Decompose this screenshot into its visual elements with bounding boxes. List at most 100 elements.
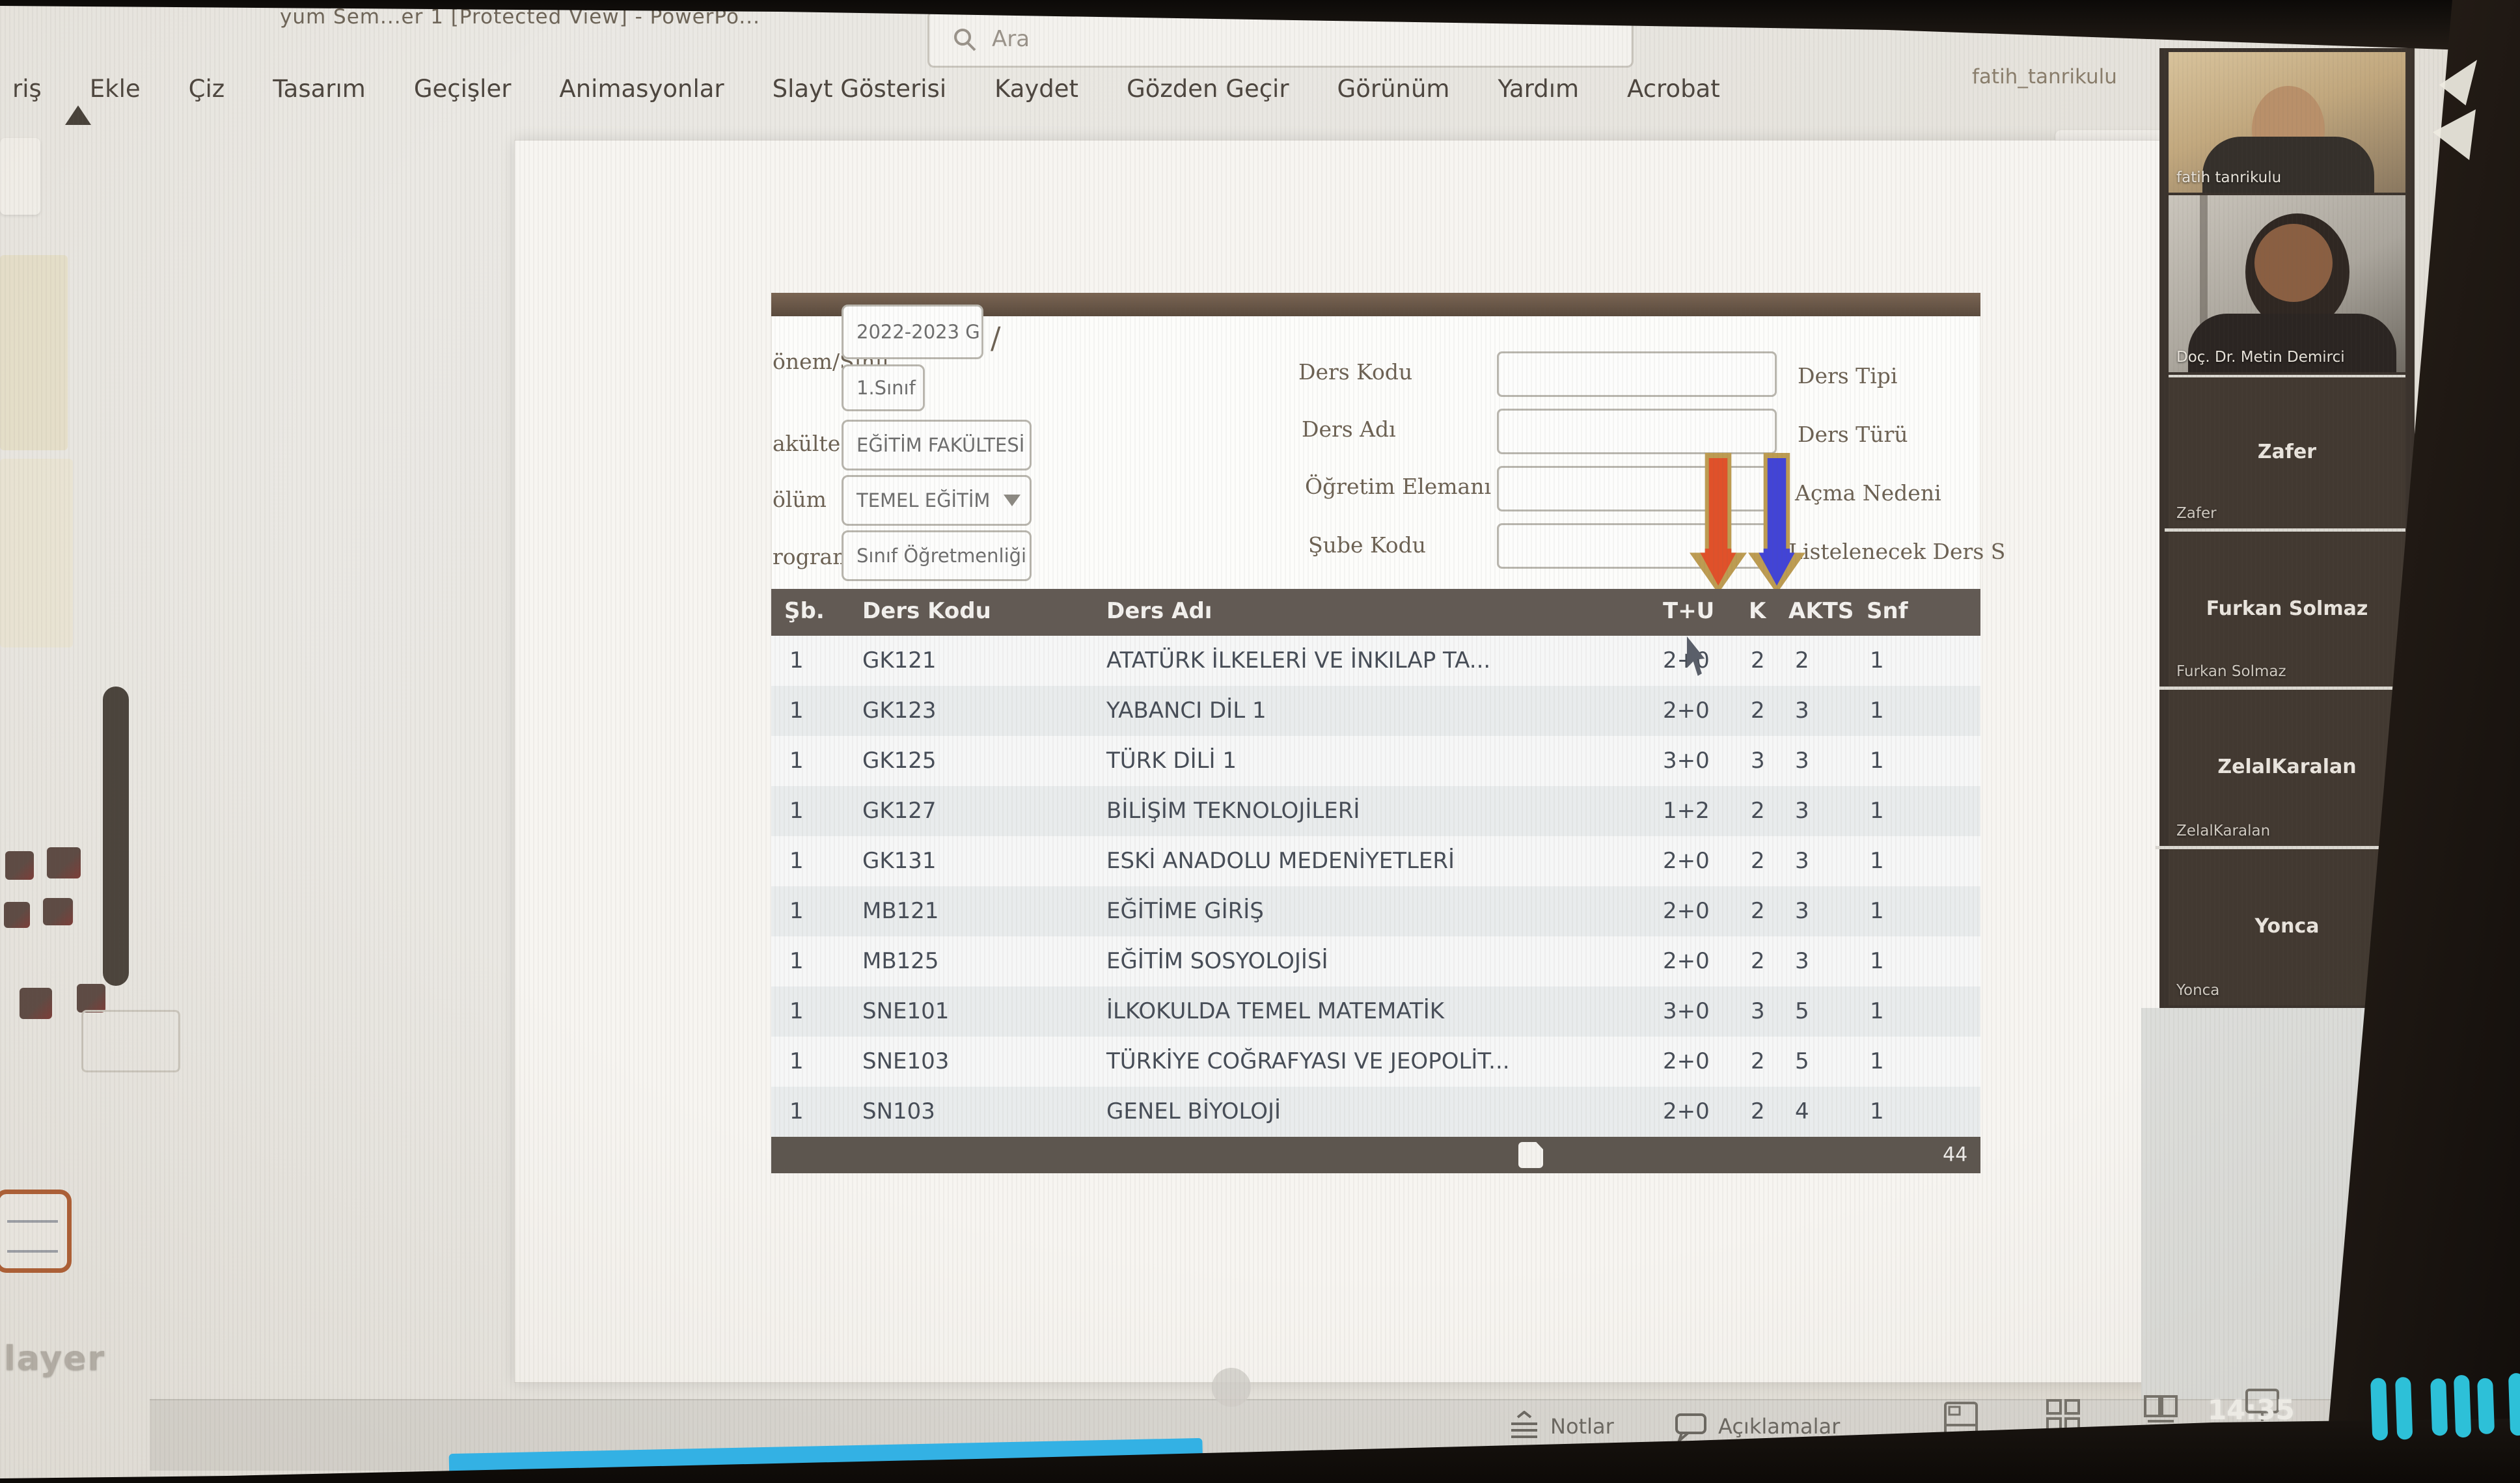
- faculty-label: akülte: [773, 431, 841, 456]
- col-akts: AKTS: [1788, 598, 1854, 624]
- course-kind-label: Ders Türü: [1798, 422, 1908, 447]
- tab-gorunum[interactable]: Görünüm: [1337, 74, 1450, 103]
- table-footer-bar: 44: [771, 1137, 1980, 1173]
- export-icon[interactable]: [1518, 1142, 1543, 1168]
- table-row[interactable]: 1 GK123 YABANCI DİL 1 2+0 2 3 1: [771, 686, 1980, 736]
- tab-kaydet[interactable]: Kaydet: [994, 74, 1079, 103]
- participant-name: Furkan Solmaz: [2206, 597, 2368, 620]
- department-dropdown[interactable]: TEMEL EĞİTİM: [842, 475, 1032, 526]
- participant-name-label: fatih tanrikulu: [2176, 169, 2282, 186]
- thumbnail-icon: [43, 898, 73, 925]
- chevron-down-icon: [1031, 439, 1032, 451]
- ribbon-collapse-icon[interactable]: [65, 105, 91, 125]
- reflection-dot: [1212, 1368, 1251, 1407]
- thumbnail-icon: [77, 984, 105, 1013]
- table-row[interactable]: 1 GK127 BİLİŞİM TEKNOLOJİLERİ 1+2 2 3 1: [771, 786, 1980, 836]
- participant-name-label: Yonca: [2176, 982, 2220, 999]
- tab-yardim[interactable]: Yardım: [1498, 74, 1580, 103]
- table-row[interactable]: 1 MB121 EĞİTİME GİRİŞ 2+0 2 3 1: [771, 886, 1980, 936]
- slide-thumbnail[interactable]: [0, 138, 40, 215]
- participant-tile-furkan[interactable]: Furkan Solmaz Furkan Solmaz: [2169, 532, 2405, 687]
- record-count: 44: [1943, 1143, 1968, 1166]
- tab-giris[interactable]: riş: [12, 74, 42, 103]
- selected-slide-thumbnail[interactable]: [0, 1190, 72, 1273]
- term-dropdown[interactable]: 2022-2023 Güz: [842, 305, 983, 359]
- course-name-input[interactable]: [1497, 409, 1777, 454]
- table-row[interactable]: 1 SN103 GENEL BİYOLOJİ 2+0 2 4 1: [771, 1087, 1980, 1137]
- search-icon: [954, 29, 976, 51]
- table-row[interactable]: 1 SNE101 İLKOKULDA TEMEL MATEMATİK 3+0 3 5 1: [771, 986, 1980, 1037]
- participant-name-label: Furkan Solmaz: [2176, 663, 2286, 680]
- faculty-dropdown[interactable]: EĞİTİM FAKÜLTESİ: [842, 420, 1032, 470]
- tile-divider: [2165, 528, 2405, 532]
- thumbnail-icon: [47, 847, 81, 878]
- table-row[interactable]: 1 GK125 TÜRK DİLİ 1 3+0 3 3 1: [771, 736, 1980, 786]
- section-code-label: Şube Kodu: [1308, 532, 1427, 558]
- table-header-row: Şb. Ders Kodu Ders Adı T+U K AKTS Snf: [771, 589, 1980, 636]
- col-k: K: [1749, 598, 1766, 624]
- col-tu: T+U: [1663, 598, 1715, 624]
- course-code-input[interactable]: [1497, 351, 1777, 397]
- table-row[interactable]: 1 GK131 ESKİ ANADOLU MEDENİYETLERİ 2+0 2 3 1: [771, 836, 1980, 886]
- participant-name: Zafer: [2257, 441, 2317, 464]
- notes-button[interactable]: Notlar: [1509, 1411, 1614, 1442]
- listed-course-label: Listelenecek Ders S: [1788, 539, 2006, 564]
- comments-button[interactable]: Açıklamalar: [1674, 1411, 1840, 1442]
- tile-divider: [2169, 375, 2405, 378]
- class-dropdown[interactable]: 1.Sınıf: [842, 364, 925, 411]
- term-separator: /: [991, 320, 1001, 355]
- search-placeholder: Ara: [992, 26, 1030, 52]
- course-name-label: Ders Adı: [1302, 416, 1396, 442]
- thumbnail-scrollbar[interactable]: [103, 687, 129, 986]
- tab-acrobat[interactable]: Acrobat: [1627, 74, 1720, 103]
- participant-tile-zelal[interactable]: ZelalKaralan ZelalKaralan: [2169, 690, 2405, 846]
- thumbnail-icon: [5, 851, 34, 880]
- thumbnail-icon: [20, 988, 52, 1019]
- tab-ekle[interactable]: Ekle: [89, 74, 141, 103]
- slide-thumbnail[interactable]: [0, 459, 73, 647]
- col-ders-adi: Ders Adı: [1106, 598, 1212, 624]
- slide-thumbnail-outline: [81, 1010, 180, 1072]
- table-row[interactable]: 1 SNE103 TÜRKİYE COĞRAFYASI VE JEOPOLİT...…: [771, 1037, 1980, 1087]
- tab-gecisler[interactable]: Geçişler: [413, 74, 512, 103]
- participant-tile-metin[interactable]: Doç. Dr. Metin Demirci: [2169, 195, 2405, 372]
- reading-view-icon: [2144, 1395, 2178, 1428]
- participant-name-label: Zafer: [2176, 505, 2217, 522]
- program-label: rogram: [773, 544, 853, 569]
- instructor-label: Öğretim Elemanı: [1305, 474, 1492, 499]
- slide-thumbnail[interactable]: [0, 255, 68, 450]
- participant-tile-fatih[interactable]: fatih tanrikulu: [2169, 52, 2405, 193]
- participant-name: Yonca: [2254, 914, 2320, 938]
- course-table: 1 GK121 ATATÜRK İLKELERİ VE İNKILAP TA... 2…: [771, 636, 1980, 1137]
- reading-view-button[interactable]: [2143, 1393, 2179, 1429]
- tab-slayt-gosterisi[interactable]: Slayt Gösterisi: [772, 74, 947, 103]
- department-label: ölüm: [773, 487, 827, 512]
- participant-tile-yonca[interactable]: Yonca Yonca: [2169, 849, 2405, 1005]
- notes-icon: [1511, 1411, 1537, 1438]
- col-ders-kodu: Ders Kodu: [862, 598, 991, 624]
- participant-tile-zafer[interactable]: Zafer Zafer: [2169, 377, 2405, 528]
- program-dropdown[interactable]: Sınıf Öğretmenliği: [842, 530, 1032, 581]
- tab-tasarim[interactable]: Tasarım: [273, 74, 366, 103]
- thumbnail-icon: [4, 902, 30, 928]
- instructor-input[interactable]: [1497, 466, 1777, 511]
- watermark-text: layer: [4, 1339, 106, 1378]
- table-row[interactable]: 1 GK121 ATATÜRK İLKELERİ VE İNKILAP TA... 2…: [771, 636, 1980, 686]
- tile-divider: [2156, 846, 2406, 849]
- participant-name-label: Doç. Dr. Metin Demirci: [2176, 349, 2345, 366]
- chevron-down-icon: [1004, 495, 1020, 506]
- table-row[interactable]: 1 MB125 EĞİTİM SOSYOLOJİSİ 2+0 2 3 1: [771, 936, 1980, 986]
- tile-divider: [2159, 687, 2407, 690]
- participant-name: ZelalKaralan: [2217, 755, 2357, 778]
- clock-overlay: 14:35: [2208, 1394, 2295, 1426]
- tab-gozden-gecir[interactable]: Gözden Geçir: [1127, 74, 1289, 103]
- course-type-label: Ders Tipi: [1798, 363, 1898, 388]
- col-sube: Şb.: [784, 598, 825, 624]
- ribbon-tabs: riş Ekle Çiz Tasarım Geçişler Animasyonl…: [0, 60, 1744, 117]
- open-reason-label: Açma Nedeni: [1795, 480, 1941, 506]
- participant-name-label: ZelalKaralan: [2176, 823, 2271, 839]
- tab-ciz[interactable]: Çiz: [188, 74, 225, 103]
- account-name[interactable]: fatih_tanrikulu: [1972, 65, 2117, 88]
- tab-animasyonlar[interactable]: Animasyonlar: [559, 74, 724, 103]
